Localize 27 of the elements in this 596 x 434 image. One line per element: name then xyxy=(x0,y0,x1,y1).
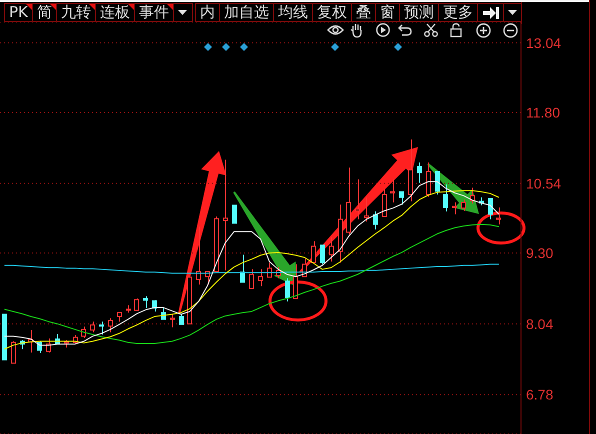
y-tick-label: 9.30 xyxy=(526,244,554,261)
text: 复权 xyxy=(316,3,347,21)
text: 连板 xyxy=(100,3,130,21)
y-tick-label: 13.04 xyxy=(526,34,562,51)
y-tick-label: 6.78 xyxy=(526,386,554,403)
text: 内 xyxy=(200,3,215,21)
text: 九转 xyxy=(60,3,91,21)
y-tick-label: 11.80 xyxy=(526,104,560,120)
text: PK xyxy=(9,3,28,21)
text: 加自选 xyxy=(224,3,269,21)
candlestick xyxy=(338,204,343,264)
candlestick xyxy=(496,206,501,225)
text: 更多 xyxy=(442,3,473,21)
candlestick xyxy=(196,226,201,285)
candlestick xyxy=(355,178,360,220)
candlestick xyxy=(461,199,466,212)
text: 窗 xyxy=(380,3,395,21)
text: 均线 xyxy=(278,3,308,21)
candlestick xyxy=(390,178,395,203)
y-tick-label: 8.04 xyxy=(526,316,554,332)
text: 事件 xyxy=(138,3,169,21)
text: 叠 xyxy=(356,3,371,21)
text: 简 xyxy=(36,3,52,21)
y-tick-label: 10.54 xyxy=(526,175,562,192)
text: 预测 xyxy=(404,3,434,21)
line-series xyxy=(4,224,500,344)
candlestick xyxy=(223,159,228,271)
